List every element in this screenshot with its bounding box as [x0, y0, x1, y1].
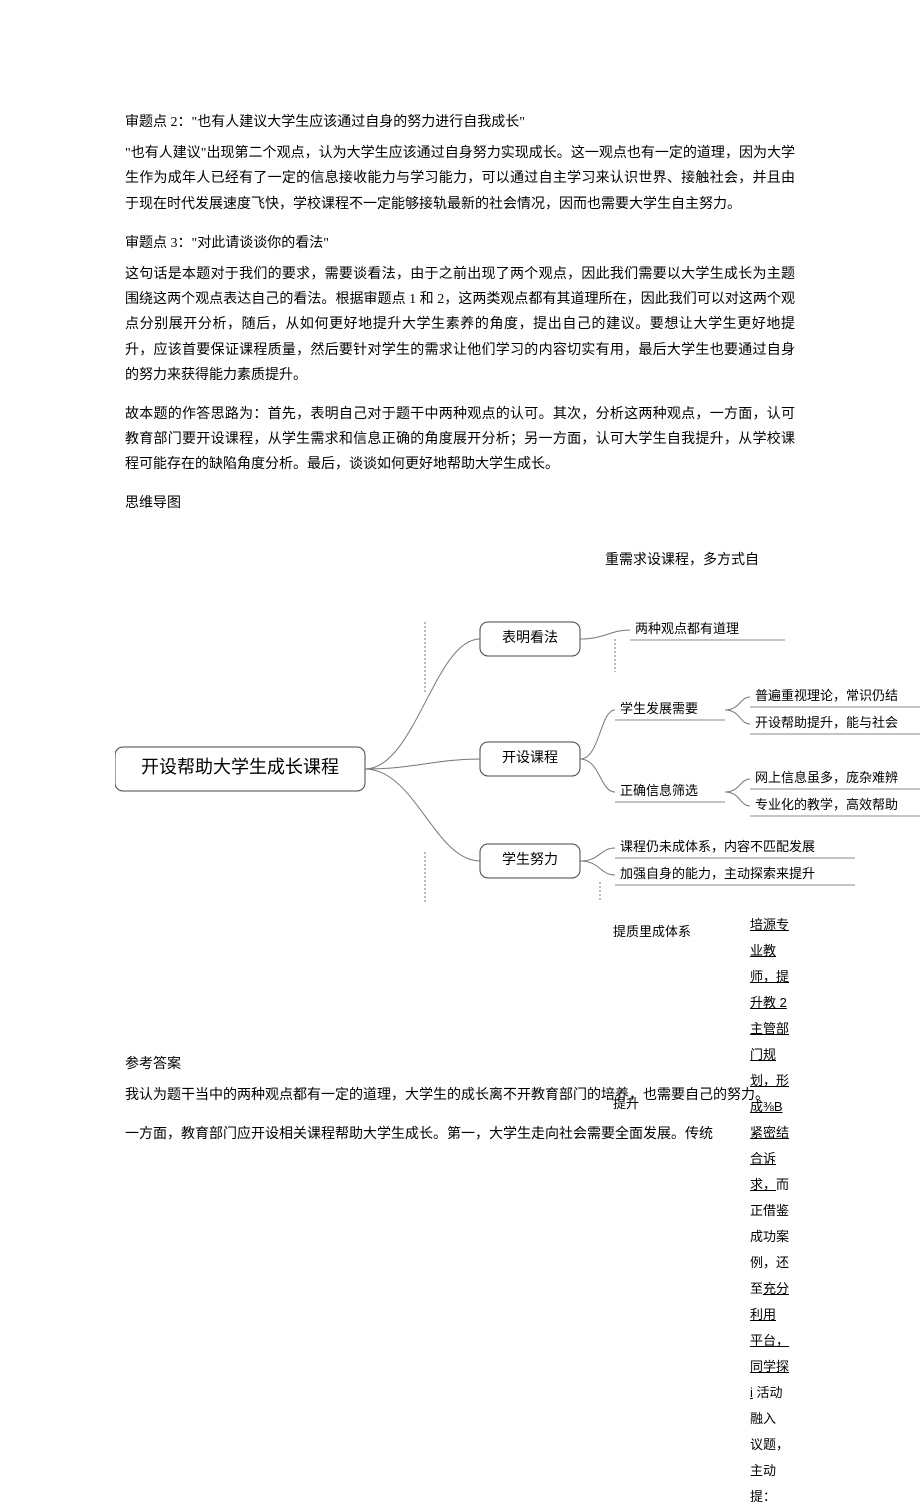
mid-label: 提质里成体系	[613, 920, 691, 943]
bottom-label: 提升	[613, 1092, 639, 1115]
node-effort: 学生努力	[502, 852, 558, 868]
mindmap-diagram: 开设帮助大学生成长课程 表明看法 开设课程 学生努力 两种观点都有道理 学生发展…	[125, 592, 795, 902]
leaf-n2b-1: 网上信息虽多，庞杂难辨	[755, 770, 898, 785]
leaf-both-reason: 两种观点都有道理	[635, 621, 739, 636]
leaf-n3-1: 课程仍未成体系，内容不匹配发展	[620, 839, 815, 854]
section-3-title: 审题点 3："对此请谈谈你的看法"	[125, 231, 795, 256]
answer-heading: 参考答案	[125, 1052, 795, 1077]
extra-snippets: 培源专业教师，提升教 2 主管部门规划，形成⅜B 紧密结合诉求，而正借鉴 成功案…	[750, 912, 795, 1510]
section-3-body: 这句话是本题对于我们的要求，需要谈看法，由于之前出现了两个观点，因此我们需要以大…	[125, 262, 795, 388]
answer-p2: 一方面，教育部门应开设相关课程帮助大学生成长。第一，大学生走向社会需要全面发展。…	[125, 1122, 795, 1147]
section-3-body-2: 故本题的作答思路为：首先，表明自己对于题干中两种观点的认可。其次，分析这两种观点…	[125, 402, 795, 478]
leaf-n2a-2: 开设帮助提升，能与社会	[755, 715, 898, 730]
answer-p1: 我认为题干当中的两种观点都有一定的道理，大学生的成长离不开教育部门的培养，也需要…	[125, 1083, 795, 1108]
section-2-body: "也有人建议"出现第二个观点，认为大学生应该通过自身努力实现成长。这一观点也有一…	[125, 141, 795, 217]
mindmap-svg: 开设帮助大学生成长课程 表明看法 开设课程 学生努力 两种观点都有道理 学生发展…	[115, 592, 920, 902]
root-node: 开设帮助大学生成长课程	[141, 757, 339, 777]
leaf-need: 学生发展需要	[620, 701, 698, 716]
node-view: 表明看法	[502, 630, 558, 646]
leaf-info: 正确信息筛选	[620, 783, 698, 798]
leaf-n3-2: 加强自身的能力，主动探索来提升	[620, 866, 815, 881]
node-course: 开设课程	[502, 750, 558, 766]
leaf-n2a-1: 普遍重视理论，常识仍结	[755, 688, 898, 703]
section-2-title: 审题点 2："也有人建议大学生应该通过自身的努力进行自我成长"	[125, 110, 795, 135]
mindmap-label: 思维导图	[125, 491, 795, 516]
mindmap-top-label: 重需求设课程，多方式自	[605, 547, 795, 572]
leaf-n2b-2: 专业化的教学，高效帮助	[755, 797, 898, 812]
